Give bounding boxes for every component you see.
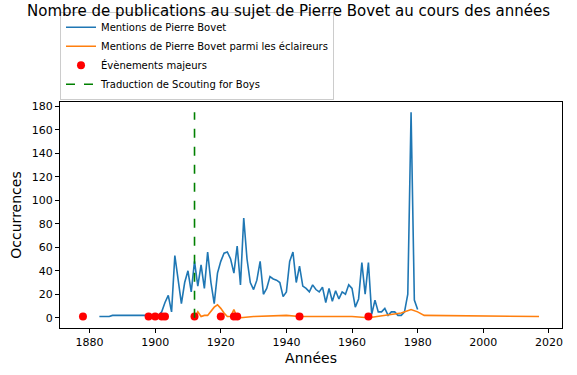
svg-text:Occurrences: Occurrences bbox=[8, 171, 24, 258]
svg-text:1880: 1880 bbox=[76, 336, 104, 349]
svg-text:Évènements majeurs: Évènements majeurs bbox=[101, 59, 207, 71]
svg-text:100: 100 bbox=[32, 194, 53, 207]
svg-text:2020: 2020 bbox=[535, 336, 563, 349]
svg-text:120: 120 bbox=[32, 171, 53, 184]
svg-text:60: 60 bbox=[39, 241, 53, 254]
svg-text:20: 20 bbox=[39, 288, 53, 301]
svg-text:160: 160 bbox=[32, 124, 53, 137]
svg-text:1920: 1920 bbox=[207, 336, 235, 349]
svg-text:40: 40 bbox=[39, 265, 53, 278]
svg-text:80: 80 bbox=[39, 218, 53, 231]
svg-text:Mentions de Pierre Bovet: Mentions de Pierre Bovet bbox=[101, 22, 226, 33]
svg-text:140: 140 bbox=[32, 147, 53, 160]
svg-text:2000: 2000 bbox=[469, 336, 497, 349]
svg-text:Années: Années bbox=[285, 350, 337, 366]
svg-text:Traduction de Scouting for Boy: Traduction de Scouting for Boys bbox=[100, 79, 260, 90]
svg-text:1940: 1940 bbox=[272, 336, 300, 349]
svg-text:Mentions de Pierre Bovet parmi: Mentions de Pierre Bovet parmi les éclai… bbox=[101, 41, 328, 52]
svg-text:1960: 1960 bbox=[338, 336, 366, 349]
svg-text:0: 0 bbox=[46, 312, 53, 325]
svg-text:180: 180 bbox=[32, 100, 53, 113]
svg-text:1900: 1900 bbox=[141, 336, 169, 349]
svg-text:Nombre de publications au suje: Nombre de publications au sujet de Pierr… bbox=[27, 2, 550, 20]
svg-text:1980: 1980 bbox=[404, 336, 432, 349]
